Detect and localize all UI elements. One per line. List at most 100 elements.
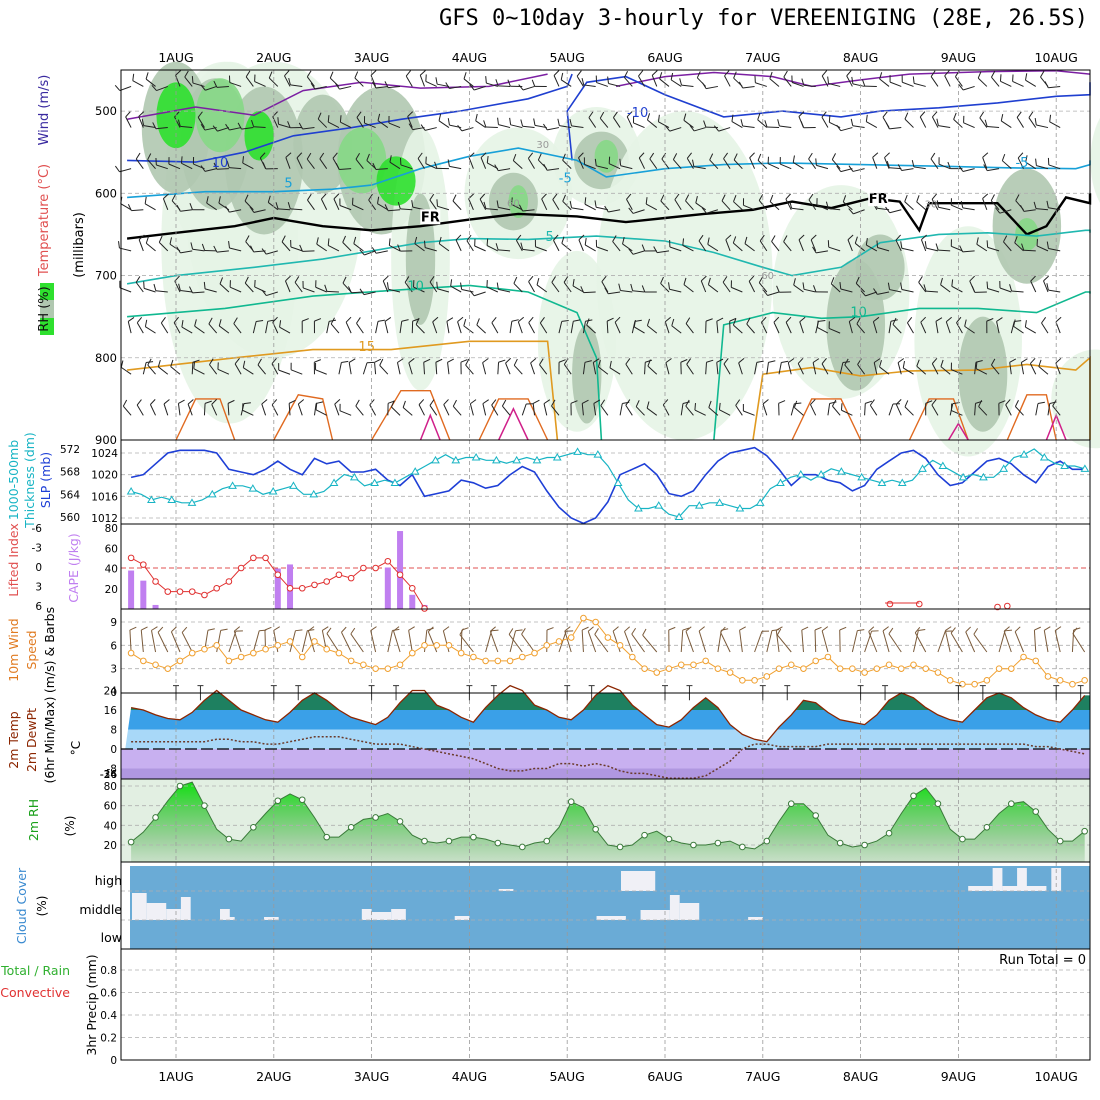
wind-barb-feather xyxy=(689,125,695,132)
isotherm--10 xyxy=(127,73,573,163)
wind-barb xyxy=(879,78,890,87)
cloud-block xyxy=(1017,868,1027,891)
wind-barb-feather xyxy=(695,196,698,204)
wind-barb-feather xyxy=(262,162,267,170)
wind-barb xyxy=(553,75,560,87)
wind-barb xyxy=(814,629,817,653)
wind-speed-point xyxy=(861,669,868,676)
wind-barb-feather xyxy=(285,275,291,282)
wind-barb xyxy=(233,630,242,653)
wind-barb-feather xyxy=(513,276,518,284)
wind-barb xyxy=(832,405,841,416)
wind-barb-feather xyxy=(685,317,691,324)
wind-barb xyxy=(177,403,181,416)
wind-barb xyxy=(606,321,609,334)
wind-barb-feather xyxy=(682,238,685,246)
wind-barb-feather xyxy=(490,626,496,632)
wind-barb xyxy=(158,242,169,252)
precip-tick-label: 0.8 xyxy=(100,965,117,977)
wind-barb-feather xyxy=(518,84,524,91)
wind-barb-feather xyxy=(705,318,713,322)
wind-barb xyxy=(437,288,450,293)
wind-barb xyxy=(407,116,413,128)
wind-barb-feather xyxy=(127,317,135,322)
wind-barb xyxy=(742,125,755,129)
wind-barb xyxy=(706,85,718,90)
axis-label-cape: CAPE (J/kg) xyxy=(66,533,81,603)
wind-speed-point xyxy=(201,645,208,653)
wind-barb xyxy=(904,118,914,128)
wind-barb xyxy=(731,121,743,128)
wind-barb-feather xyxy=(1014,236,1018,243)
wind-barb-feather xyxy=(764,120,768,128)
rh-region xyxy=(195,78,245,153)
wind-barb xyxy=(345,321,352,334)
rh-point xyxy=(347,824,355,831)
wind-barb-feather xyxy=(138,234,145,241)
wind-barb xyxy=(973,633,988,653)
wind-barb-feather xyxy=(404,276,410,283)
date-tick-label: 5AUG xyxy=(550,50,585,65)
wind-barb xyxy=(743,204,755,211)
wind-barb-feather xyxy=(887,282,891,290)
rh-tick-label: 80 xyxy=(104,781,117,793)
wind-barb xyxy=(892,324,902,334)
wind-barb-feather xyxy=(700,275,707,282)
wind-barb-feather xyxy=(869,399,875,406)
wind-barb xyxy=(767,126,780,129)
wind-barb xyxy=(479,198,487,211)
thickness-point xyxy=(715,498,724,506)
wind-barb-feather xyxy=(408,626,415,631)
wind-barb xyxy=(962,250,975,253)
wind-speed-point xyxy=(531,649,538,657)
wind-barb xyxy=(461,289,474,293)
wind-barb-feather xyxy=(342,235,347,243)
wind-barb xyxy=(889,209,902,214)
wind-barb-feather xyxy=(452,194,457,202)
wind-barb xyxy=(1025,161,1037,170)
wind-barb-feather xyxy=(546,627,554,631)
wind-barb-feather xyxy=(377,113,381,121)
wind-barb xyxy=(316,243,327,252)
wind-barb xyxy=(996,321,1000,334)
wind-barb xyxy=(522,248,535,252)
wind-barb xyxy=(491,322,499,334)
date-tick-label: 9AUG xyxy=(941,50,976,65)
wind-barb-feather xyxy=(873,316,880,323)
thickness-point xyxy=(248,484,258,492)
chart-title: GFS 0~10day 3-hourly for VEREENIGING (28… xyxy=(438,6,1088,31)
wind-barb-feather xyxy=(828,115,831,123)
temp-tick-label: 0 xyxy=(110,744,117,756)
wind-barb xyxy=(127,321,132,334)
wind-barb-feather xyxy=(783,70,788,78)
wind-barb-feather xyxy=(386,282,389,290)
wind-barb xyxy=(149,404,157,416)
wind-barb xyxy=(584,163,596,170)
wind-barb xyxy=(197,117,205,128)
wind-barb xyxy=(1030,280,1037,293)
wind-barb xyxy=(785,198,792,211)
axis-label-speed: Speed xyxy=(24,630,39,669)
wind-barb-feather xyxy=(885,122,890,130)
wind-barb-feather xyxy=(668,626,676,631)
wind-speed-point xyxy=(995,665,1003,672)
wind-barb xyxy=(582,321,586,334)
wind-barb xyxy=(528,281,535,293)
isotherm-10 xyxy=(127,284,603,441)
li-tick-label: 6 xyxy=(35,601,42,613)
wind-barb xyxy=(821,75,829,87)
wind-barb xyxy=(498,206,511,211)
wind-barb-feather xyxy=(532,399,540,404)
wind-barb xyxy=(452,200,462,211)
wind-barb xyxy=(987,246,1000,252)
wind-barb xyxy=(253,126,266,129)
wind-barb xyxy=(999,209,1012,214)
wind-barb-feather xyxy=(722,276,728,283)
wind-barb-feather xyxy=(419,70,426,76)
lifted-index-point xyxy=(250,554,257,562)
wind-barb-feather xyxy=(861,79,866,87)
contour-label: 10 xyxy=(407,279,424,294)
wind-barb xyxy=(612,241,621,252)
